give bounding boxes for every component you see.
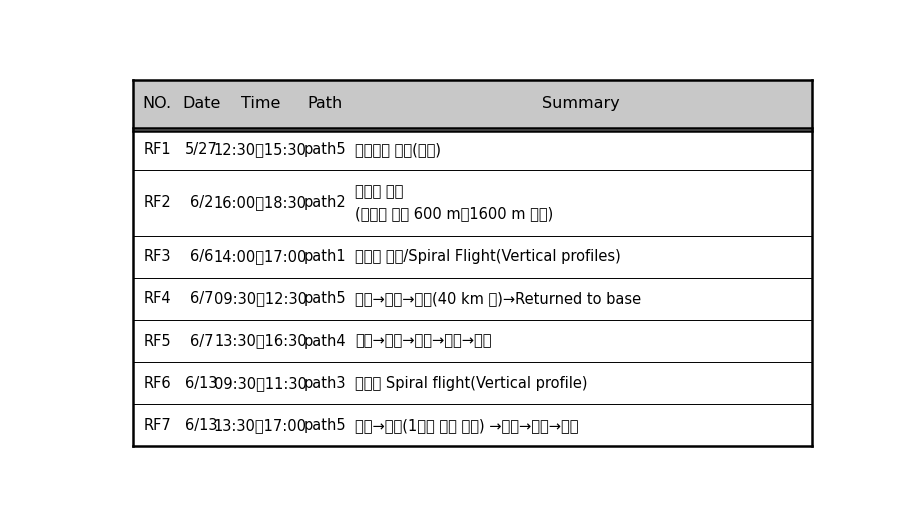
Text: path5: path5 bbox=[303, 291, 346, 306]
Text: (경로에 따라 600 m～1600 m 비행): (경로에 따라 600 m～1600 m 비행) bbox=[355, 207, 553, 221]
Text: Summary: Summary bbox=[542, 96, 620, 111]
Text: 12:30～15:30: 12:30～15:30 bbox=[214, 142, 307, 157]
Text: RF1: RF1 bbox=[144, 142, 171, 157]
Bar bbox=[133, 80, 812, 128]
Text: 14:00～17:00: 14:00～17:00 bbox=[214, 249, 307, 264]
Text: path5: path5 bbox=[303, 418, 346, 433]
Text: 6/7: 6/7 bbox=[190, 291, 213, 306]
Text: RF4: RF4 bbox=[144, 291, 171, 306]
Text: Path: Path bbox=[307, 96, 342, 111]
Text: RF5: RF5 bbox=[144, 334, 171, 349]
Text: NO.: NO. bbox=[143, 96, 172, 111]
Text: path2: path2 bbox=[303, 196, 346, 211]
Text: 6/13: 6/13 bbox=[185, 418, 218, 433]
Text: 서해상 비행/Spiral Flight(Vertical profiles): 서해상 비행/Spiral Flight(Vertical profiles) bbox=[355, 249, 621, 264]
Text: path5: path5 bbox=[303, 142, 346, 157]
Text: path1: path1 bbox=[303, 249, 346, 264]
Text: 서울지역 상공(김포): 서울지역 상공(김포) bbox=[355, 142, 442, 157]
Text: RF2: RF2 bbox=[144, 196, 171, 211]
Text: 서해상 비행: 서해상 비행 bbox=[355, 184, 404, 199]
Text: 6/2: 6/2 bbox=[190, 196, 213, 211]
Text: Date: Date bbox=[183, 96, 220, 111]
Text: Time: Time bbox=[241, 96, 280, 111]
Text: RF7: RF7 bbox=[144, 418, 171, 433]
Text: 09:30～12:30: 09:30～12:30 bbox=[214, 291, 307, 306]
Text: 13:30～17:00: 13:30～17:00 bbox=[214, 418, 307, 433]
Text: 09:30～11:30: 09:30～11:30 bbox=[214, 376, 307, 391]
Text: path4: path4 bbox=[303, 334, 346, 349]
Text: 태안→서울(1시간 상공 배회) →원주→성남→태안: 태안→서울(1시간 상공 배회) →원주→성남→태안 bbox=[355, 418, 579, 433]
Text: path3: path3 bbox=[303, 376, 346, 391]
Text: 6/13: 6/13 bbox=[185, 376, 218, 391]
Text: 13:30～16:30: 13:30～16:30 bbox=[214, 334, 307, 349]
Text: 5/27: 5/27 bbox=[185, 142, 218, 157]
Text: 태안→광주→부산→광주→태안: 태안→광주→부산→광주→태안 bbox=[355, 334, 491, 349]
Text: 16:00～18:30: 16:00～18:30 bbox=[214, 196, 307, 211]
Text: RF3: RF3 bbox=[144, 249, 171, 264]
Text: 서해상 Spiral flight(Vertical profile): 서해상 Spiral flight(Vertical profile) bbox=[355, 376, 588, 391]
Text: 태안→서울→원주(40 km 전)→Returned to base: 태안→서울→원주(40 km 전)→Returned to base bbox=[355, 291, 642, 306]
Text: 6/7: 6/7 bbox=[190, 334, 213, 349]
Text: 6/6: 6/6 bbox=[190, 249, 213, 264]
Text: RF6: RF6 bbox=[144, 376, 171, 391]
